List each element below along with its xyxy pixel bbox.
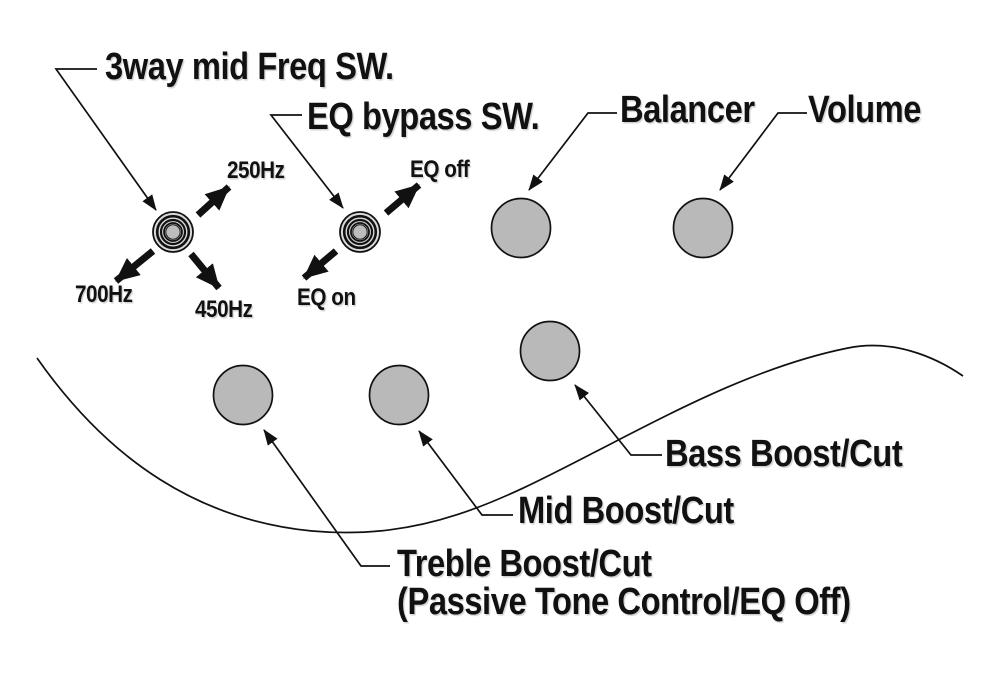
label-volume: Volume [808,89,922,131]
balancer-knob [490,197,552,259]
leader-arrow-treble-knob [263,429,390,567]
leader-arrow-volume [719,112,807,191]
leader-arrow-mid-freq-switch [54,68,157,211]
arrow-700hz [113,248,156,284]
label-eq-off: EQ off [410,156,470,183]
label-freq-250hz: 250Hz [227,157,285,184]
body-edge-curve [36,344,964,534]
label-bass-boost-cut: Bass Boost/Cut [665,433,903,475]
leader-arrow-balancer [528,112,617,191]
label-eq-on: EQ on [297,284,356,311]
label-treble-boost-cut-note: (Passive Tone Control/EQ Off) [397,581,851,623]
label-freq-700hz: 700Hz [75,281,133,308]
label-freq-450hz: 450Hz [195,296,253,323]
arrow-eq-on [301,248,339,281]
arrow-450hz [188,251,222,291]
leader-arrow-mid-knob [418,430,513,516]
bass-knob [519,320,581,382]
leader-arrow-eq-bypass-switch [269,114,344,209]
eq-bypass-switch-knob [339,211,381,253]
label-treble-boost-cut: Treble Boost/Cut [397,543,652,585]
label-mid-freq-switch: 3way mid Freq SW. [105,46,394,88]
label-eq-bypass-switch: EQ bypass SW. [307,96,540,138]
label-mid-boost-cut: Mid Boost/Cut [518,490,734,532]
arrow-250hz [195,184,232,218]
label-balancer: Balancer [620,89,755,131]
mid-knob [368,364,430,426]
leader-arrow-bass-knob [574,384,662,456]
treble-knob [212,364,274,426]
mid-freq-switch-knob [152,211,194,253]
volume-knob [672,197,734,259]
arrow-eq-off [383,182,422,216]
label-treble-boost-cut-group: Treble Boost/Cut (Passive Tone Control/E… [397,545,851,621]
